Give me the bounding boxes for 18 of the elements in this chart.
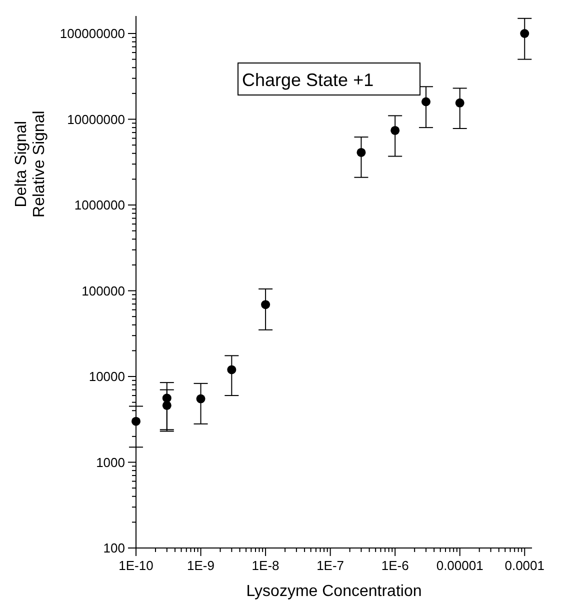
- y-axis-title: Relative Signal: [31, 110, 48, 218]
- y-tick-label: 100: [103, 540, 125, 556]
- x-axis-title: Lysozyme Concentration: [246, 583, 422, 600]
- y-tick-label: 100000: [82, 283, 125, 298]
- x-tick-label: 1E-8: [252, 558, 280, 573]
- x-tick-label: 1E-10: [118, 558, 154, 573]
- y-tick-label: 10000: [88, 369, 125, 384]
- x-tick-label: 0.0001: [504, 558, 545, 573]
- x-tick-label: 1E-7: [316, 558, 344, 573]
- text: Delta Signal: [13, 120, 30, 208]
- y-tick-label: 100000000: [60, 26, 125, 42]
- x-tick-label: 1E-9: [187, 558, 215, 573]
- x-tick-label: 1E-6: [381, 558, 409, 573]
- y-tick-label: 10000000: [67, 112, 125, 127]
- y-tick-label: 1000000: [74, 198, 125, 213]
- y-tick-label: 1000: [96, 454, 125, 470]
- annotation: Charge State +1: [242, 70, 374, 90]
- x-tick-label: 0.00001: [436, 558, 484, 573]
